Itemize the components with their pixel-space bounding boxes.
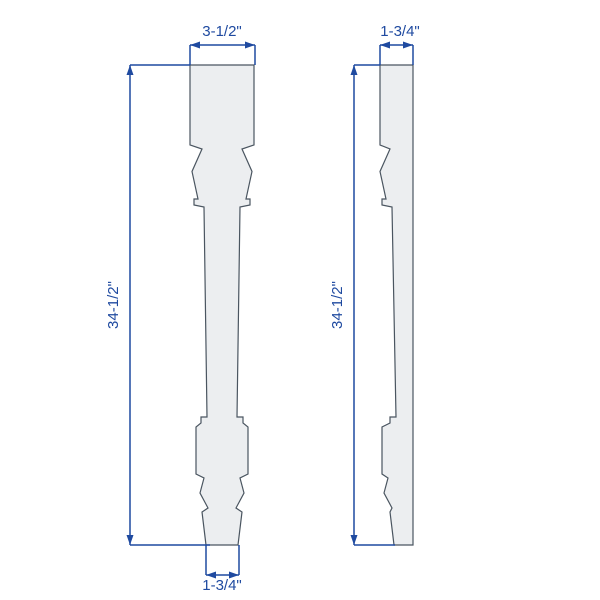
dimension-drawing: 3-1/2" 1-3/4" 34-1/2" 34-1/2" 1-3/4" [0, 0, 600, 600]
dim-arrowhead [403, 42, 413, 49]
dim-arrowhead [245, 42, 255, 49]
dim-arrowhead [351, 535, 358, 545]
leg-side-view [380, 65, 413, 545]
dim-arrowhead [380, 42, 390, 49]
leg-front-view [190, 65, 254, 545]
dim-label-front-top-width: 3-1/2" [202, 23, 242, 40]
dim-arrowhead [351, 65, 358, 75]
dim-label-front-height: 34-1/2" [105, 281, 122, 329]
dim-arrowhead [127, 65, 134, 75]
dim-label-front-foot-width: 1-3/4" [202, 577, 242, 594]
dim-arrowhead [127, 535, 134, 545]
dim-arrowhead [190, 42, 200, 49]
dim-label-side-top-width: 1-3/4" [380, 23, 420, 40]
dim-label-side-height: 34-1/2" [329, 281, 346, 329]
